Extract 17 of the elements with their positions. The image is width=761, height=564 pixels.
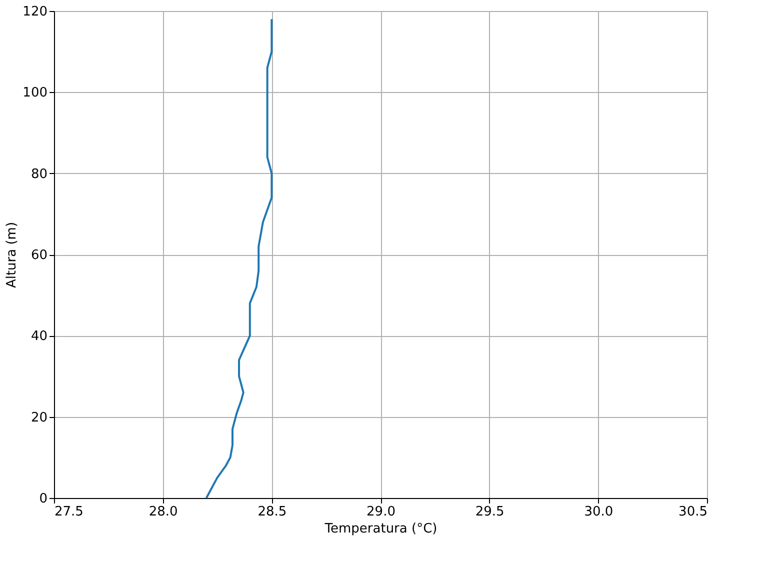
y-tick-label: 100 [22, 86, 48, 101]
x-axis-title: Temperatura (°C) [324, 522, 438, 536]
y-tick-label: 40 [30, 329, 48, 344]
y-tick-label: 120 [22, 4, 48, 20]
x-tick-label: 30.0 [584, 504, 614, 520]
y-tick-label: 20 [30, 410, 48, 426]
x-tick-label: 29.5 [475, 504, 504, 520]
x-tick-label: 29.0 [366, 504, 396, 520]
x-tick-label: 28.0 [148, 504, 178, 520]
y-tick-label: 80 [30, 166, 48, 182]
y-tick-label: 0 [39, 492, 48, 506]
y-axis-title: Altura (m) [4, 222, 20, 288]
x-tick-label: 27.5 [54, 504, 84, 520]
line-series [205, 18, 273, 499]
x-tick-label: 30.5 [678, 504, 708, 520]
x-tick-label: 28.5 [258, 504, 287, 520]
y-tick-label: 60 [30, 248, 48, 263]
